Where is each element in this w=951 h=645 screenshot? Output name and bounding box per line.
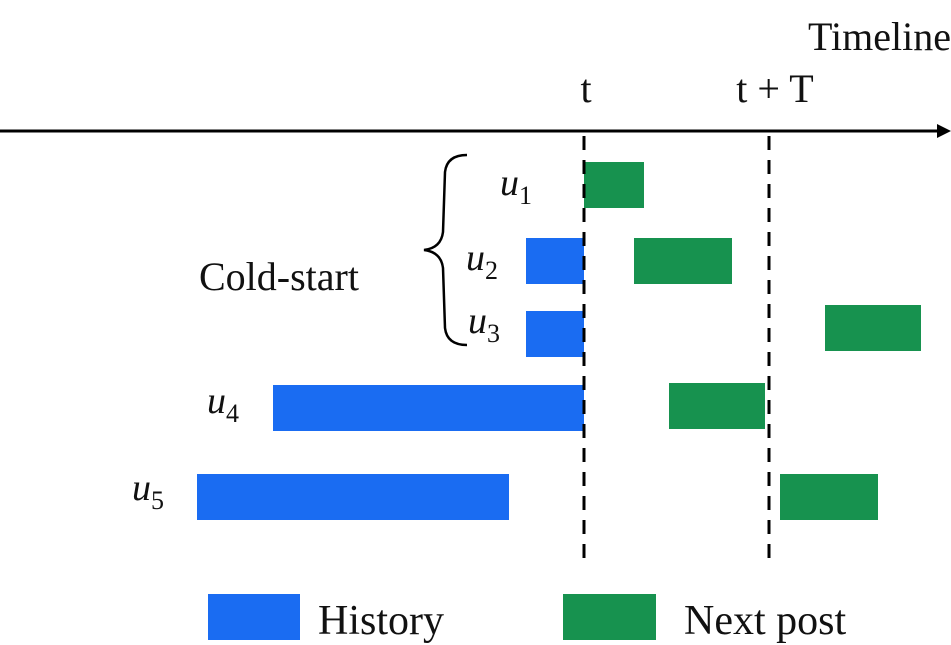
cold-start-label: Cold-start (199, 254, 359, 299)
legend-history-label: History (318, 598, 444, 644)
timeline-arrowhead (937, 124, 951, 138)
timeline-label: Timeline (808, 14, 951, 59)
next-post-bar-u3 (825, 305, 921, 351)
user-label-u1: u1 (500, 162, 532, 210)
user-label-u3: u3 (468, 300, 500, 348)
marker-t-plus-T-label: t + T (736, 66, 813, 111)
history-bar-u3 (526, 311, 584, 357)
cold-start-brace (423, 153, 468, 347)
user-label-u2: u2 (466, 237, 498, 285)
next-post-bar-u5 (780, 474, 878, 520)
history-bar-u4 (273, 385, 584, 431)
history-bar-u2 (526, 238, 584, 284)
legend-next-post-swatch (563, 594, 656, 640)
legend-history-swatch (208, 594, 300, 640)
user-label-u5: u5 (132, 467, 164, 515)
next-post-bar-u2 (634, 238, 732, 284)
next-post-bar-u4 (669, 383, 765, 429)
marker-t-label: t (580, 66, 591, 111)
next-post-bar-u1 (584, 162, 644, 208)
user-label-u4: u4 (207, 380, 239, 428)
history-bar-u5 (197, 474, 509, 520)
legend-next-post-label: Next post (684, 598, 846, 644)
